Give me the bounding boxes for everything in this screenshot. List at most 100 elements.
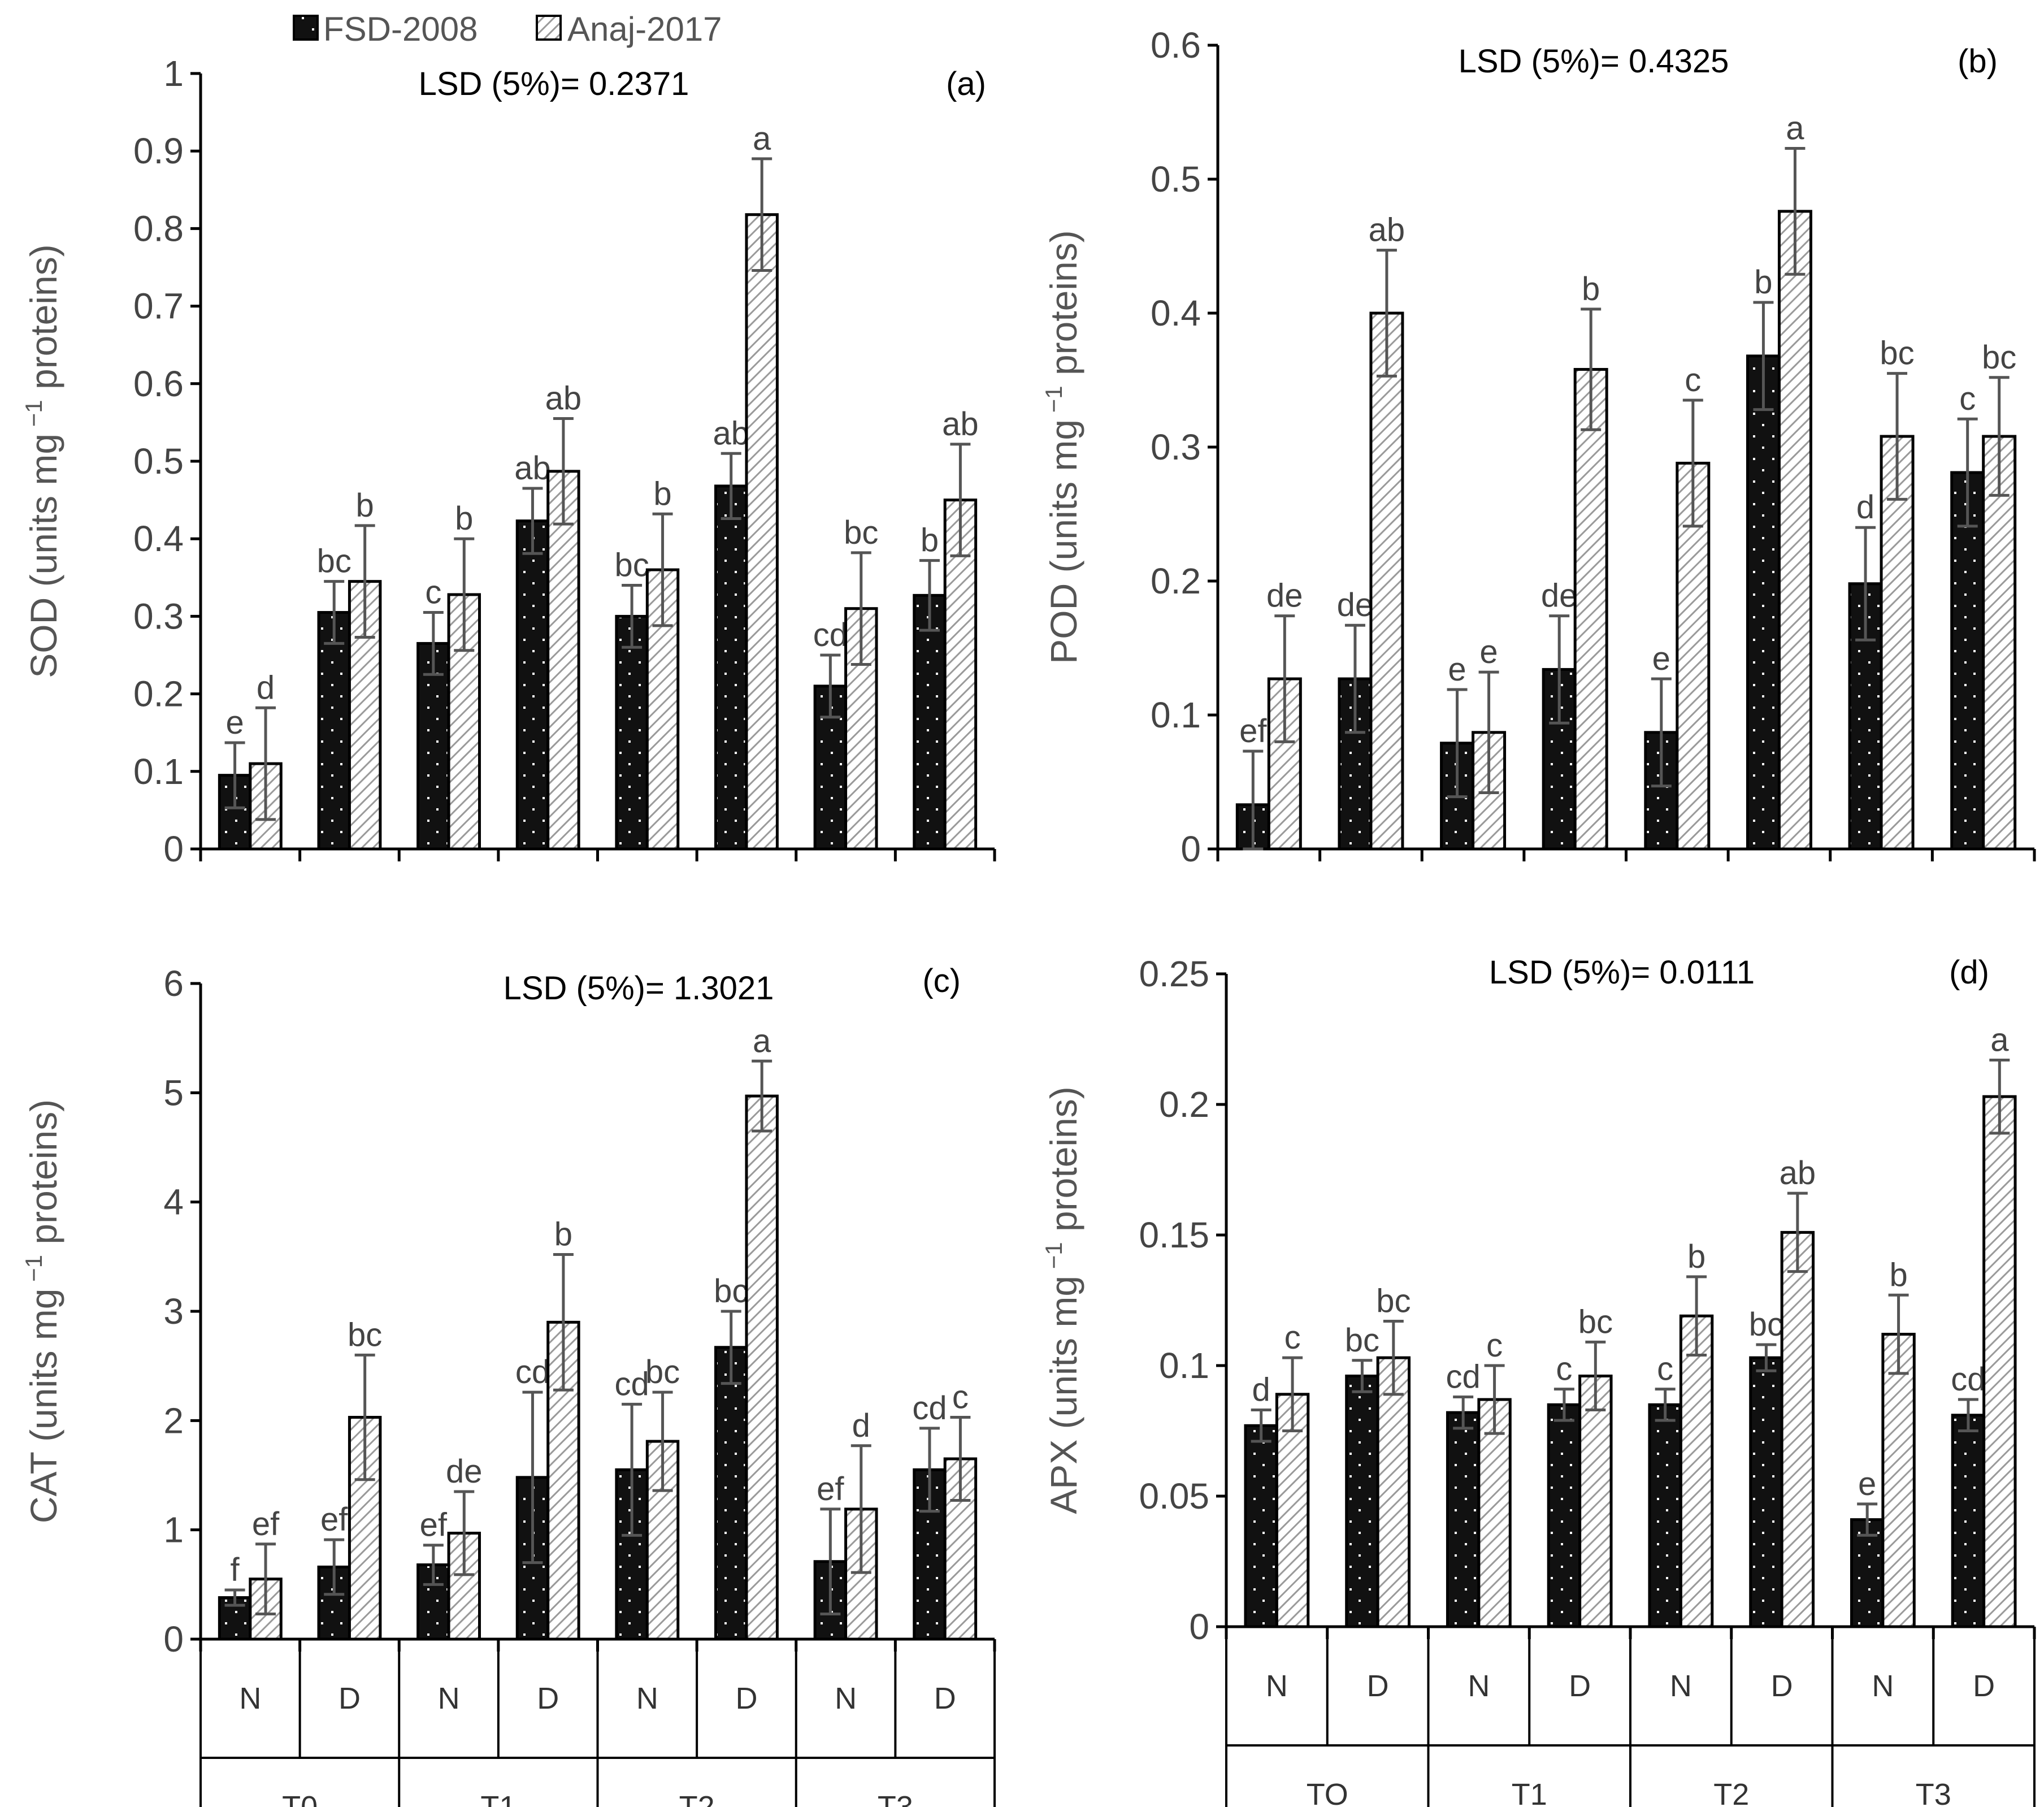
significance-letter: ef [320,1501,348,1538]
significance-letter: bc [1880,335,1914,372]
bar-anaj-2017 [1880,435,1915,851]
lsd-label: LSD (5%)= 1.3021 [504,970,774,1007]
legend-swatch-anaj-2017 [536,15,562,41]
significance-letter: cd [614,1366,649,1402]
significance-letter: cd [515,1354,550,1390]
y-tick-label: 0.4 [1151,293,1201,333]
significance-letter: c [1959,380,1976,417]
bar-fsd-2008 [714,484,748,851]
x-group-label: T3 [1916,1778,1951,1807]
y-tick-label: 0.4 [133,518,184,559]
x-group-label: T0 [282,1790,318,1807]
y-tick-label: 0 [1189,1606,1209,1647]
bar-fsd-2008 [1950,471,1985,851]
significance-letter: cd [1446,1358,1481,1395]
bar-fsd-2008 [1746,354,1781,851]
significance-letter: c [1486,1327,1503,1364]
bar-anaj-2017 [943,499,978,851]
significance-letter: b [554,1216,572,1253]
significance-letter: e [1479,634,1498,670]
bar-fsd-2008 [416,642,450,851]
significance-letter: c [425,574,441,611]
y-tick-label: 0.2 [133,674,184,714]
y-tick-label: 0.3 [1151,427,1201,467]
x-category-label: D [1367,1669,1389,1703]
significance-letter: a [1786,110,1804,146]
significance-letter: b [921,522,939,559]
chart-pod: 0 0.1 0.2 0.3 0.4 0.5 0.6 POD (units mg −1 prot… [1040,25,2036,869]
bar-fsd-2008 [1749,1356,1783,1628]
y-axis-title: CAT (units mg −1 proteins) [20,1099,64,1523]
bar-anaj-2017 [1573,368,1608,851]
y-tick-label: 0.1 [1159,1345,1209,1386]
bar-anaj-2017 [1275,1393,1310,1628]
significance-letter: d [852,1407,870,1444]
y-axis-title: APX (units mg −1 proteins) [1040,1086,1084,1514]
significance-letter: bc [645,1354,680,1390]
panel-label: (a) [946,66,986,102]
legend: FSD-2008 Anaj-2017 [293,10,722,48]
bar-anaj-2017 [645,1440,680,1641]
bar-fsd-2008 [317,611,351,851]
significance-letter: c [1556,1351,1572,1388]
legend-label-fsd-2008: FSD-2008 [323,10,478,48]
significance-letter: ab [514,450,551,487]
significance-letter: bc [317,543,351,580]
significance-letter: e [225,704,244,741]
x-group-label: T1 [480,1790,516,1807]
lsd-label: LSD (5%)= 0.2371 [419,66,689,102]
significance-letter: cd [1951,1361,1985,1398]
significance-letter: de [1337,587,1374,623]
bar-fsd-2008 [1446,1411,1481,1628]
significance-letter: c [1685,362,1701,398]
y-tick-label: 0.2 [1151,561,1201,601]
x-category-label: D [735,1682,757,1715]
y-tick-label: 1 [163,1510,184,1550]
significance-letter: e [1858,1466,1876,1502]
significance-letter: b [653,475,671,512]
bar-anaj-2017 [546,1320,580,1641]
significance-letter: e [1652,640,1670,677]
legend-label-anaj-2017: Anaj-2017 [567,10,722,48]
y-tick-label: 0.1 [1151,695,1201,735]
significance-letter: a [753,120,771,157]
bar-anaj-2017 [1376,1356,1411,1628]
y-tick-label: 6 [163,963,184,1004]
bar-anaj-2017 [1679,1314,1714,1628]
y-axis-title: POD (units mg −1 proteins) [1040,230,1084,664]
bar-fsd-2008 [1850,1518,1885,1628]
significance-letter: de [1541,578,1578,614]
significance-letter: bc [614,547,649,584]
significance-letter: cd [813,617,848,653]
bar-anaj-2017 [1369,311,1404,851]
significance-letter: ef [252,1506,280,1542]
bar-fsd-2008 [1244,1424,1278,1628]
significance-letter: d [1252,1372,1270,1409]
significance-letter: bc [348,1316,382,1353]
significance-letter: e [1448,651,1466,688]
bar-anaj-2017 [1982,1095,2017,1628]
bar-anaj-2017 [645,568,680,851]
significance-letter: b [1754,264,1772,301]
y-tick-label: 0 [163,1619,184,1659]
significance-letter: ab [942,406,979,443]
significance-letter: bc [714,1273,748,1310]
x-category-label: D [934,1682,956,1715]
y-tick-label: 0.15 [1139,1215,1209,1255]
significance-letter: bc [1982,339,2016,376]
significance-letter: ab [1780,1155,1816,1191]
x-category-label: N [636,1682,658,1715]
x-group-label: T3 [878,1790,913,1807]
significance-letter: b [1687,1238,1705,1275]
significance-letter: cd [912,1390,947,1427]
significance-letter: ab [713,415,749,452]
y-tick-label: 0.6 [1151,25,1201,66]
y-tick-label: 4 [163,1182,184,1223]
x-category-label: D [339,1682,361,1715]
significance-letter: b [1889,1256,1907,1293]
x-group-label: T1 [1512,1778,1547,1807]
x-group-label: TO [1307,1778,1348,1807]
bar-anaj-2017 [546,470,580,851]
bar-fsd-2008 [1345,1374,1379,1628]
